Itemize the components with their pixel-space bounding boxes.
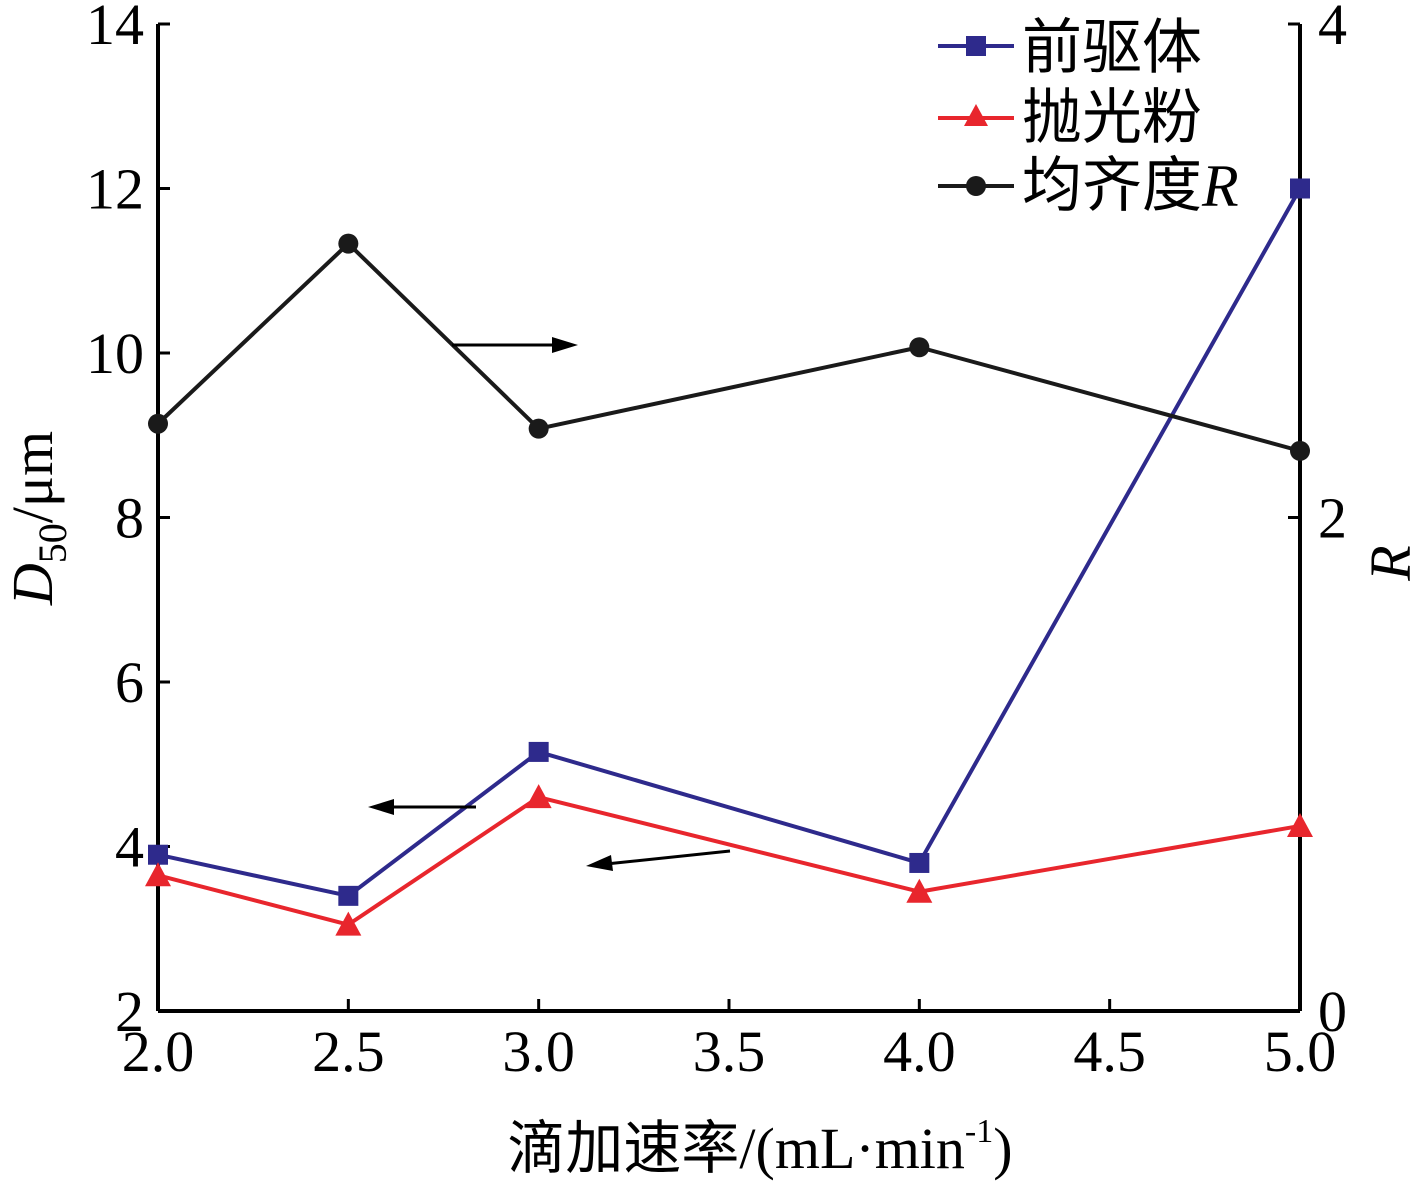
data-point-triangle — [906, 878, 933, 903]
y-axis-right-title: R — [1358, 545, 1417, 581]
data-point-circle — [338, 233, 359, 254]
y-right-tick-label: 0 — [1318, 979, 1347, 1044]
data-point-triangle — [145, 862, 171, 887]
x-tick-label: 2.5 — [312, 1019, 385, 1084]
x-axis-title: 滴加速率/(mL·min-1) — [507, 1113, 1012, 1181]
series-0 — [148, 178, 1310, 906]
legend-circle-marker — [966, 176, 986, 196]
y-left-tick-label: 8 — [115, 486, 144, 551]
legend-triangle-marker — [964, 104, 988, 126]
legend: 前驱体 抛光粉 均齐度R — [938, 15, 1239, 219]
x-tick-label: 3.5 — [693, 1019, 766, 1084]
x-tick-label: 4.0 — [883, 1019, 956, 1084]
arrow-head-left-2 — [586, 855, 613, 871]
series-line — [156, 241, 1301, 453]
data-point-triangle — [335, 911, 362, 936]
y-left-tick-label: 6 — [115, 650, 144, 715]
x-tick-label: 3.0 — [502, 1019, 575, 1084]
legend-item-polishing-powder: 抛光粉 — [938, 85, 1202, 151]
arrow-to-left-axis-2 — [605, 849, 731, 866]
data-point-square — [148, 844, 168, 865]
arrow-head-right — [552, 337, 578, 353]
ticks: 2.0 2.5 3.0 3.5 4.0 4.5 5.0 2 4 6 8 10 12 14 0 2 4 — [86, 0, 1347, 1084]
series-1 — [145, 784, 1313, 936]
data-point-square — [909, 852, 930, 873]
y-left-tick-label: 10 — [86, 321, 144, 386]
series — [145, 178, 1313, 936]
y-left-tick-label: 2 — [115, 979, 144, 1044]
annotation-arrows — [368, 337, 731, 871]
y-left-tick-label: 12 — [86, 157, 144, 222]
data-point-triangle — [525, 784, 552, 809]
data-point-square — [338, 885, 359, 906]
data-point-triangle — [1287, 812, 1313, 837]
series-2 — [148, 233, 1310, 461]
y-right-tick-label: 4 — [1318, 0, 1347, 57]
legend-label-polishing-powder: 抛光粉 — [1022, 85, 1202, 151]
data-point-square — [1290, 178, 1310, 199]
series-line — [157, 795, 1301, 927]
arrow-head-left-1 — [368, 799, 394, 815]
legend-label-uniformity: 均齐度R — [1022, 153, 1239, 219]
y-right-tick-label: 2 — [1318, 486, 1347, 551]
data-point-square — [528, 741, 549, 762]
legend-item-precursor: 前驱体 — [938, 15, 1202, 81]
legend-square-marker — [966, 36, 986, 56]
data-point-circle — [148, 413, 168, 434]
data-point-circle — [1290, 440, 1310, 461]
y-axis-left-title: D50/μm — [0, 431, 75, 606]
data-point-circle — [528, 418, 549, 439]
data-point-circle — [909, 337, 930, 358]
legend-item-uniformity: 均齐度R — [938, 153, 1239, 219]
series-line — [157, 187, 1302, 898]
x-tick-label: 2.0 — [122, 1019, 195, 1084]
legend-label-precursor: 前驱体 — [1022, 15, 1202, 81]
x-axis-title-superscript: -1 — [965, 1113, 993, 1150]
y-left-tick-label: 4 — [115, 815, 144, 880]
y-left-tick-label: 14 — [86, 0, 144, 57]
x-tick-label: 4.5 — [1073, 1019, 1146, 1084]
x-tick-label: 5.0 — [1264, 1019, 1337, 1084]
